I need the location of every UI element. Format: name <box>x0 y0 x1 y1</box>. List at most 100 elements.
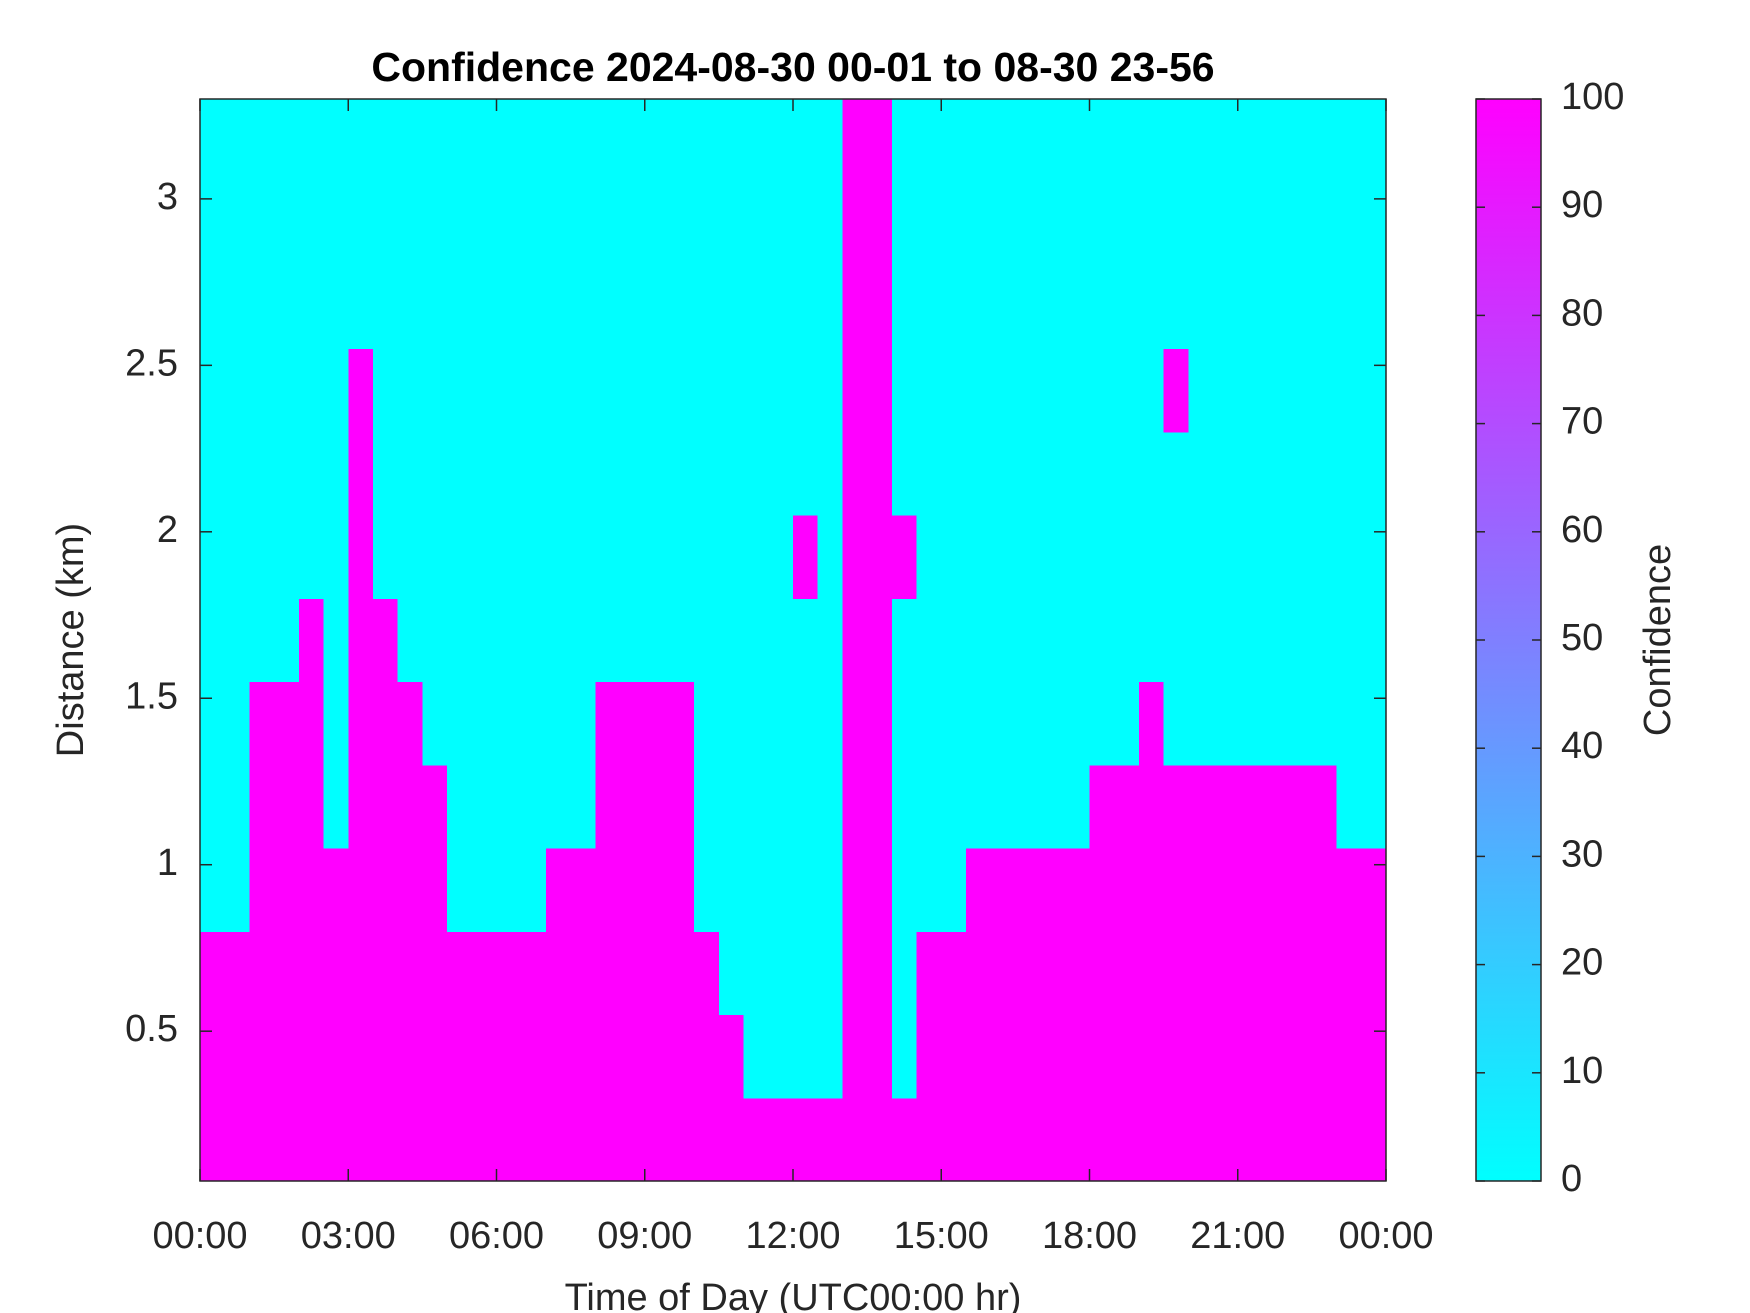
heatmap-cell <box>694 99 720 183</box>
heatmap-cell <box>817 1097 843 1182</box>
heatmap-cell <box>521 1014 547 1099</box>
heatmap-cell <box>718 1014 745 1099</box>
heatmap-cell <box>224 182 250 266</box>
heatmap-cell <box>323 182 349 266</box>
heatmap-cell <box>249 431 275 516</box>
heatmap-cell <box>718 348 745 433</box>
heatmap-cell <box>1213 848 1239 932</box>
heatmap-cell <box>397 515 423 599</box>
heatmap-cell <box>1064 99 1090 183</box>
heatmap-cell <box>669 931 695 1016</box>
heatmap-cell <box>1040 99 1066 183</box>
heatmap-cell <box>718 182 745 266</box>
heatmap-cell <box>348 848 374 932</box>
heatmap-cell <box>447 431 473 516</box>
heatmap-cell <box>1089 681 1115 766</box>
heatmap-cell <box>941 848 967 932</box>
heatmap-cell <box>941 764 967 849</box>
heatmap-cell <box>620 182 646 266</box>
heatmap-cell <box>644 99 670 183</box>
heatmap-cell <box>274 931 300 1016</box>
heatmap-cell <box>496 1097 522 1182</box>
heatmap-cell <box>1040 598 1066 683</box>
heatmap-cell <box>1089 1014 1115 1099</box>
heatmap-cell <box>1336 1014 1362 1099</box>
heatmap-cell <box>1138 1014 1165 1099</box>
heatmap-cell <box>644 764 670 849</box>
heatmap-cell <box>694 764 720 849</box>
heatmap-cell <box>200 515 226 599</box>
heatmap-cell <box>743 598 769 683</box>
heatmap-cell <box>1311 598 1338 683</box>
colorbar-tick-label: 0 <box>1561 1158 1582 1200</box>
heatmap-cell <box>422 598 448 683</box>
heatmap-cell <box>595 265 621 350</box>
heatmap-cell <box>1138 99 1165 183</box>
heatmap-cell <box>348 1097 374 1182</box>
heatmap-cell <box>545 598 572 683</box>
heatmap-cell <box>891 431 918 516</box>
heatmap-cell <box>1262 848 1288 932</box>
heatmap-cell <box>1163 265 1189 350</box>
heatmap-cell <box>1262 265 1288 350</box>
heatmap-cell <box>620 848 646 932</box>
heatmap-cell <box>965 931 992 1016</box>
heatmap-cell <box>372 848 399 932</box>
heatmap-cell <box>1336 764 1362 849</box>
heatmap-cell <box>249 99 275 183</box>
heatmap-cell <box>1311 931 1338 1016</box>
heatmap-cell <box>1213 348 1239 433</box>
heatmap-cell <box>941 598 967 683</box>
heatmap-cell <box>471 848 497 932</box>
heatmap-cell <box>817 431 843 516</box>
heatmap-cell <box>1188 265 1214 350</box>
heatmap-cell <box>1114 598 1140 683</box>
heatmap-cell <box>274 265 300 350</box>
heatmap-cell <box>1188 681 1214 766</box>
heatmap-cell <box>891 681 918 766</box>
heatmap-cell <box>1114 931 1140 1016</box>
heatmap-cell <box>323 1014 349 1099</box>
heatmap-cell <box>669 182 695 266</box>
heatmap-cell <box>743 182 769 266</box>
heatmap-cell <box>1064 681 1090 766</box>
heatmap-cell <box>471 1097 497 1182</box>
colorbar-tick-label: 80 <box>1561 292 1603 334</box>
heatmap-cell <box>422 515 448 599</box>
heatmap-cell <box>817 848 843 932</box>
heatmap-cell <box>891 848 918 932</box>
heatmap-cell <box>1089 182 1115 266</box>
heatmap-cell <box>743 99 769 183</box>
colorbar-tick-label: 50 <box>1561 617 1603 659</box>
heatmap-cell <box>743 1014 769 1099</box>
heatmap-cell <box>965 182 992 266</box>
heatmap-cell <box>447 515 473 599</box>
y-tick-label: 2 <box>157 509 178 551</box>
heatmap-cell <box>768 348 794 433</box>
heatmap-cell <box>644 515 670 599</box>
heatmap-cell <box>496 265 522 350</box>
heatmap-cell <box>595 764 621 849</box>
heatmap-cell <box>1040 1097 1066 1182</box>
heatmap-cell <box>1237 1097 1263 1182</box>
heatmap-cell <box>1015 99 1041 183</box>
y-tick-label: 1 <box>157 842 178 884</box>
heatmap-cell <box>1163 182 1189 266</box>
heatmap-cell <box>743 931 769 1016</box>
heatmap-cell <box>768 515 794 599</box>
heatmap-cell <box>1138 848 1165 932</box>
heatmap-cell <box>372 931 399 1016</box>
heatmap-cell <box>1040 182 1066 266</box>
heatmap-cell <box>1311 1014 1338 1099</box>
heatmap-cell <box>422 764 448 849</box>
heatmap-cell <box>620 348 646 433</box>
heatmap-cell <box>496 931 522 1016</box>
heatmap-cell <box>1336 182 1362 266</box>
heatmap-cell <box>323 348 349 433</box>
heatmap-cell <box>891 1097 918 1182</box>
heatmap-cell <box>1064 598 1090 683</box>
heatmap-cell <box>1114 265 1140 350</box>
heatmap-cell <box>249 348 275 433</box>
heatmap-cell <box>372 515 399 599</box>
